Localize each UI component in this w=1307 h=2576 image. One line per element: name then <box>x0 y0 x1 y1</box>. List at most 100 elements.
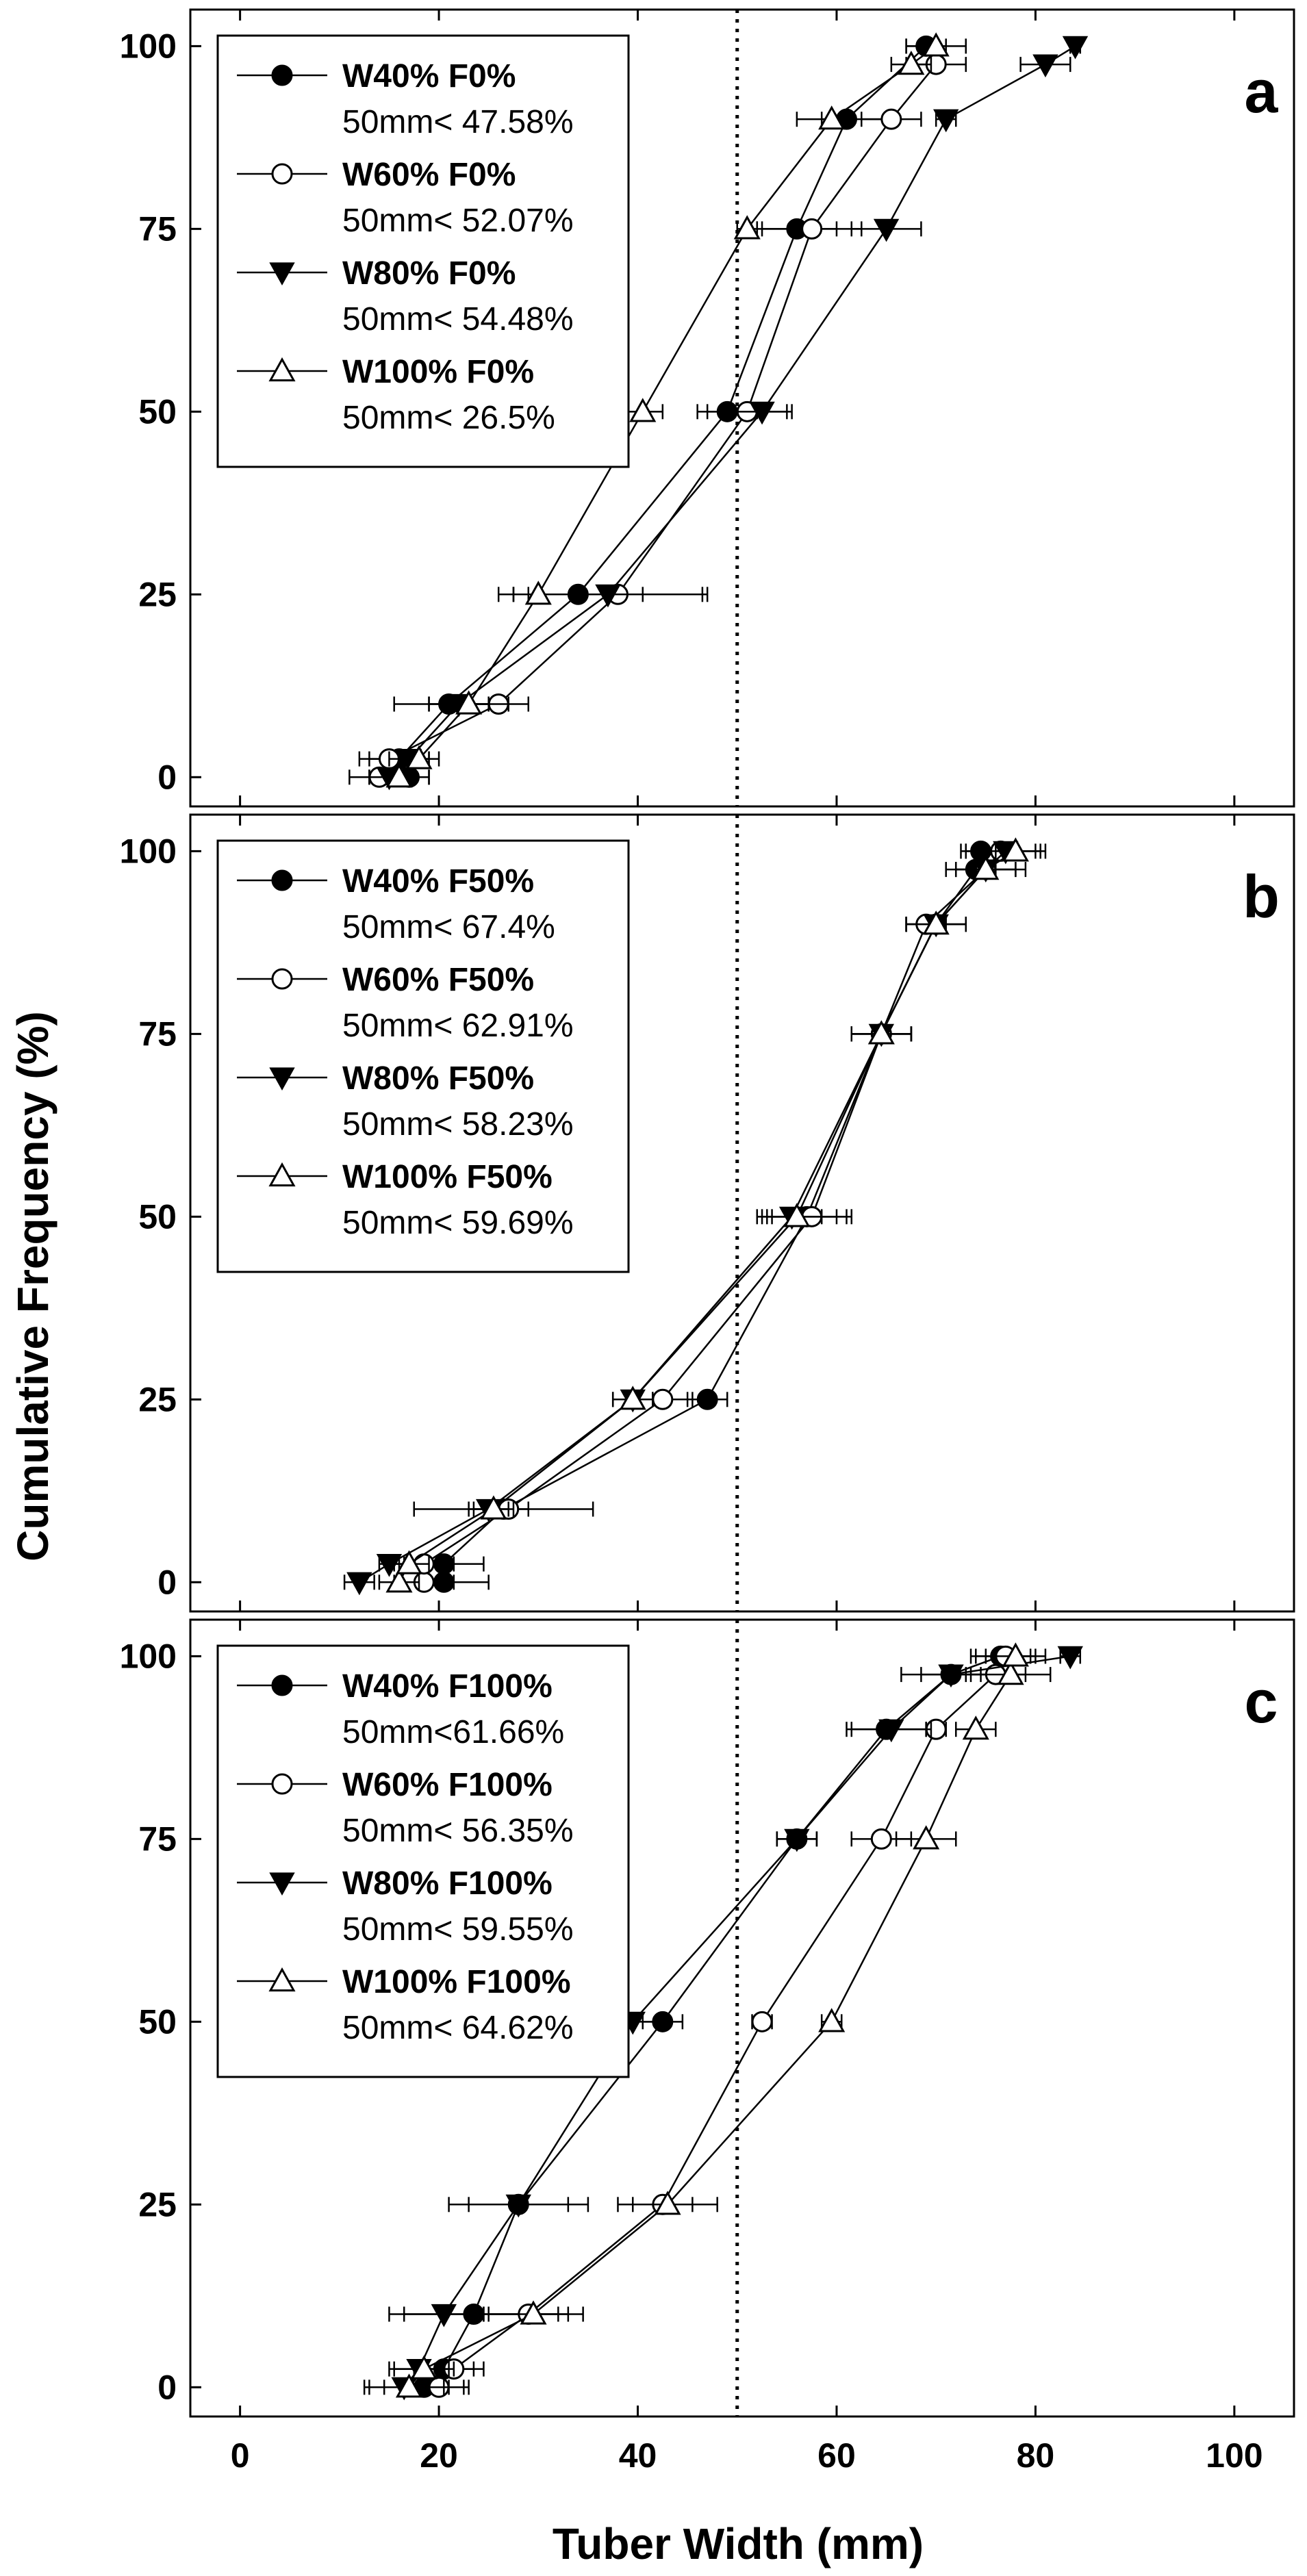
legend-series-pct-c-0: 50mm<61.66% <box>342 1714 564 1750</box>
y-tick-label-a-100: 100 <box>120 27 177 65</box>
legend-series-name-a-0: W40% F0% <box>342 58 516 94</box>
y-axis-title: Cumulative Frequency (%) <box>8 1011 58 1561</box>
data-point-c-s2-6 <box>878 1719 904 1743</box>
plot-frame-a <box>189 8 1295 808</box>
legend-entry-a-2: W80% F0% 50mm< 54.48% <box>237 255 574 337</box>
data-point-a-s2-5 <box>873 218 900 242</box>
data-point-c-s2-8 <box>1057 1646 1083 1670</box>
legend-marker-b-2 <box>269 1067 295 1091</box>
data-point-b-s3-6 <box>922 910 950 935</box>
data-point-a-s3-4 <box>629 398 657 422</box>
data-point-c-s3-8 <box>1002 1642 1029 1667</box>
data-point-a-s1-6 <box>880 108 902 130</box>
legend-box-b <box>216 839 630 1273</box>
data-point-a-s3-8 <box>922 32 950 57</box>
panel-a: 0 25 50 75 100 W40% F0% 50mm< 47.58% W60% F0% 50… <box>120 8 1295 808</box>
legend-marker-c-0 <box>271 1674 293 1696</box>
legend-series-pct-a-0: 50mm< 47.58% <box>342 104 574 140</box>
data-point-c-s2-2 <box>431 2304 457 2328</box>
data-point-c-s3-7 <box>997 1661 1024 1685</box>
x-tick-label-20: 20 <box>420 2436 458 2475</box>
data-point-a-s3-0 <box>385 763 413 788</box>
legend-series-pct-b-3: 50mm< 59.69% <box>342 1205 574 1241</box>
y-tick-label-b-0: 0 <box>157 1563 177 1601</box>
data-point-a-s3-3 <box>524 581 552 605</box>
data-point-c-s3-0 <box>395 2373 423 2398</box>
legend-series-pct-a-3: 50mm< 26.5% <box>342 400 555 436</box>
legend-entry-a-3: W100% F0% 50mm< 26.5% <box>237 354 555 436</box>
legend-series-name-a-2: W80% F0% <box>342 255 516 292</box>
series-a-s3 <box>368 32 967 788</box>
y-tick-label-c-0: 0 <box>157 2368 177 2406</box>
legend-series-name-c-3: W100% F100% <box>342 1964 571 2000</box>
data-point-a-s2-4 <box>749 401 775 425</box>
data-point-a-s3-7 <box>898 51 925 75</box>
y-tick-label-c-50: 50 <box>138 2002 177 2041</box>
y-tick-label-b-25: 25 <box>138 1380 177 1418</box>
y-tick-label-b-100: 100 <box>120 832 177 870</box>
legend-entry-b-0: W40% F50% 50mm< 67.4% <box>237 863 555 945</box>
plot-frame-b <box>189 813 1295 1613</box>
legend-b: W40% F50% 50mm< 67.4% W60% F50% 50mm< 62.91… <box>216 839 630 1273</box>
data-point-c-s2-3 <box>505 2194 531 2218</box>
series-b-s3 <box>378 837 1037 1593</box>
legend-entry-c-1: W60% F100% 50mm< 56.35% <box>237 1767 574 1849</box>
legend-marker-c-1 <box>271 1773 293 1795</box>
legend-marker-b-3 <box>268 1162 296 1187</box>
legend-marker-a-3 <box>268 357 296 382</box>
legend-series-pct-c-1: 50mm< 56.35% <box>342 1813 574 1849</box>
data-point-a-s2-3 <box>595 584 621 608</box>
data-point-b-s3-0 <box>385 1568 413 1593</box>
data-point-a-s2-7 <box>1032 54 1058 78</box>
legend-series-name-c-2: W80% F100% <box>342 1865 553 1902</box>
y-tick-label-a-0: 0 <box>157 758 177 796</box>
legend-box-a <box>216 34 630 468</box>
data-point-a-s2-8 <box>1062 36 1089 60</box>
legend-marker-c-2 <box>269 1872 295 1896</box>
data-point-a-s1-5 <box>801 218 823 240</box>
legend-series-name-a-1: W60% F0% <box>342 157 516 193</box>
legend-box-c <box>216 1644 630 2078</box>
legend-a: W40% F0% 50mm< 47.58% W60% F0% 50mm< 52.07%… <box>216 34 630 468</box>
legend-series-name-c-0: W40% F100% <box>342 1668 553 1705</box>
legend-series-name-b-1: W60% F50% <box>342 962 534 998</box>
data-point-a-s3-1 <box>405 745 433 769</box>
legend-series-pct-b-0: 50mm< 67.4% <box>342 909 555 945</box>
legend-entry-c-3: W100% F100% 50mm< 64.62% <box>237 1964 574 2046</box>
data-point-a-s3-5 <box>733 215 761 240</box>
legend-series-pct-a-2: 50mm< 54.48% <box>342 301 574 337</box>
legend-series-name-b-0: W40% F50% <box>342 863 534 900</box>
y-tick-label-b-50: 50 <box>138 1197 177 1236</box>
panel-letter-c: c <box>1245 1668 1278 1735</box>
panel-c: 0 25 50 75 100 W40% F100% 50mm<61.66% W60% F100… <box>120 1618 1295 2418</box>
data-point-c-s1-5 <box>870 1828 892 1850</box>
legend-series-name-b-3: W100% F50% <box>342 1159 553 1195</box>
data-point-a-s3-6 <box>818 105 846 130</box>
data-point-b-s0-3 <box>696 1388 718 1410</box>
legend-entry-b-3: W100% F50% 50mm< 59.69% <box>237 1159 574 1241</box>
legend-entry-a-1: W60% F0% 50mm< 52.07% <box>237 157 574 239</box>
legend-series-pct-b-1: 50mm< 62.91% <box>342 1008 574 1044</box>
x-tick-label-80: 80 <box>1017 2436 1055 2475</box>
data-point-c-s2-5 <box>784 1828 810 1852</box>
legend-marker-b-0 <box>271 869 293 891</box>
legend-marker-a-1 <box>271 163 293 185</box>
data-point-b-s3-5 <box>867 1020 895 1045</box>
legend-marker-b-1 <box>271 968 293 990</box>
panel-letter-b: b <box>1243 863 1280 930</box>
y-tick-label-a-50: 50 <box>138 392 177 431</box>
data-point-c-s1-4 <box>751 2011 773 2032</box>
legend-marker-c-3 <box>268 1967 296 1992</box>
data-point-c-s3-5 <box>913 1825 940 1850</box>
x-tick-label-60: 60 <box>817 2436 856 2475</box>
data-point-c-s3-3 <box>654 2191 681 2215</box>
legend-series-name-a-3: W100% F0% <box>342 354 534 390</box>
series-c-s2 <box>363 1646 1083 2401</box>
y-tick-label-b-75: 75 <box>138 1015 177 1053</box>
data-point-c-s3-6 <box>962 1716 989 1740</box>
legend-entry-b-2: W80% F50% 50mm< 58.23% <box>237 1060 574 1143</box>
y-tick-label-c-75: 75 <box>138 1820 177 1858</box>
data-point-b-s3-3 <box>619 1386 646 1410</box>
data-point-c-s2-7 <box>938 1664 964 1688</box>
